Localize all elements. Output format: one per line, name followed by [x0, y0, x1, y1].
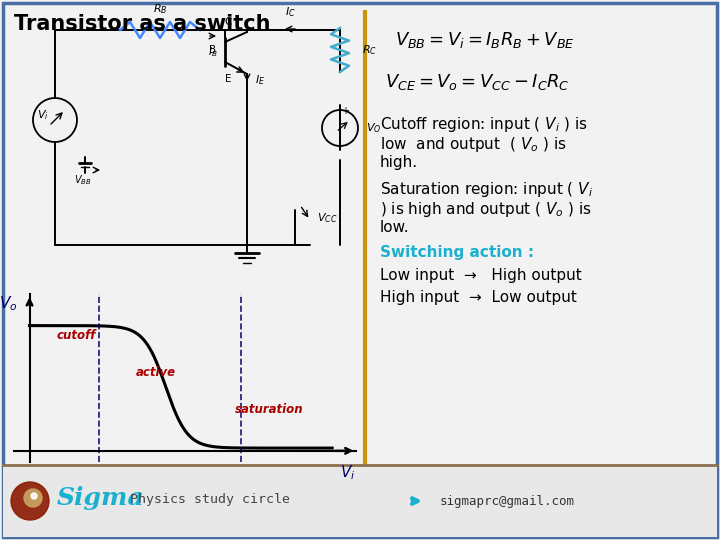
- Text: $V_i$: $V_i$: [340, 463, 355, 482]
- Text: -: -: [343, 140, 347, 150]
- Text: active: active: [135, 366, 176, 379]
- Text: $V_{BB}  =  V_i  =  I_B R_B  +  V_{BE}$: $V_{BB} = V_i = I_B R_B + V_{BE}$: [395, 30, 575, 50]
- Text: $I_E$: $I_E$: [255, 73, 265, 87]
- Text: $R_B$: $R_B$: [153, 2, 167, 16]
- Text: $V_O$: $V_O$: [366, 121, 382, 135]
- Text: low.: low.: [380, 220, 410, 235]
- Text: $V_{CC}$: $V_{CC}$: [317, 211, 338, 225]
- Text: $V_o$: $V_o$: [0, 294, 17, 313]
- Bar: [3, 465, 717, 537]
- Circle shape: [31, 493, 37, 499]
- Text: Saturation region: input ( $V_i$: Saturation region: input ( $V_i$: [380, 180, 593, 199]
- Text: Transistor as a switch: Transistor as a switch: [14, 14, 271, 34]
- Text: $V_i$: $V_i$: [37, 108, 49, 122]
- Text: saturation: saturation: [235, 403, 304, 416]
- Text: $V_{BB}$: $V_{BB}$: [74, 173, 91, 187]
- Text: Cutoff region: input ( $V_i$ ) is: Cutoff region: input ( $V_i$ ) is: [380, 115, 588, 134]
- Text: sigmaprc@gmail.com: sigmaprc@gmail.com: [440, 495, 575, 508]
- Text: high.: high.: [380, 155, 418, 170]
- Text: +: +: [341, 106, 349, 116]
- Text: ) is high and output ( $V_o$ ) is: ) is high and output ( $V_o$ ) is: [380, 200, 592, 219]
- Text: Switching action :: Switching action :: [380, 245, 534, 260]
- Text: $I_C$: $I_C$: [284, 5, 295, 19]
- Text: $R_C$: $R_C$: [362, 43, 377, 57]
- Text: cutoff: cutoff: [57, 329, 96, 342]
- Text: low  and output  ( $V_o$ ) is: low and output ( $V_o$ ) is: [380, 135, 567, 154]
- Text: Sigma: Sigma: [57, 486, 145, 510]
- Text: E: E: [225, 74, 231, 84]
- Text: B: B: [210, 45, 217, 55]
- Circle shape: [11, 482, 49, 520]
- Text: $I_B$: $I_B$: [208, 45, 217, 59]
- Text: High input  →  Low output: High input → Low output: [380, 290, 577, 305]
- Text: Low input  →   High output: Low input → High output: [380, 268, 582, 283]
- Text: C: C: [225, 17, 232, 27]
- Text: Physics study circle: Physics study circle: [130, 494, 290, 507]
- Circle shape: [24, 489, 42, 507]
- Text: $V_{CE} = V_o  =  V_{CC}  -  I_C R_C$: $V_{CE} = V_o = V_{CC} - I_C R_C$: [385, 72, 570, 92]
